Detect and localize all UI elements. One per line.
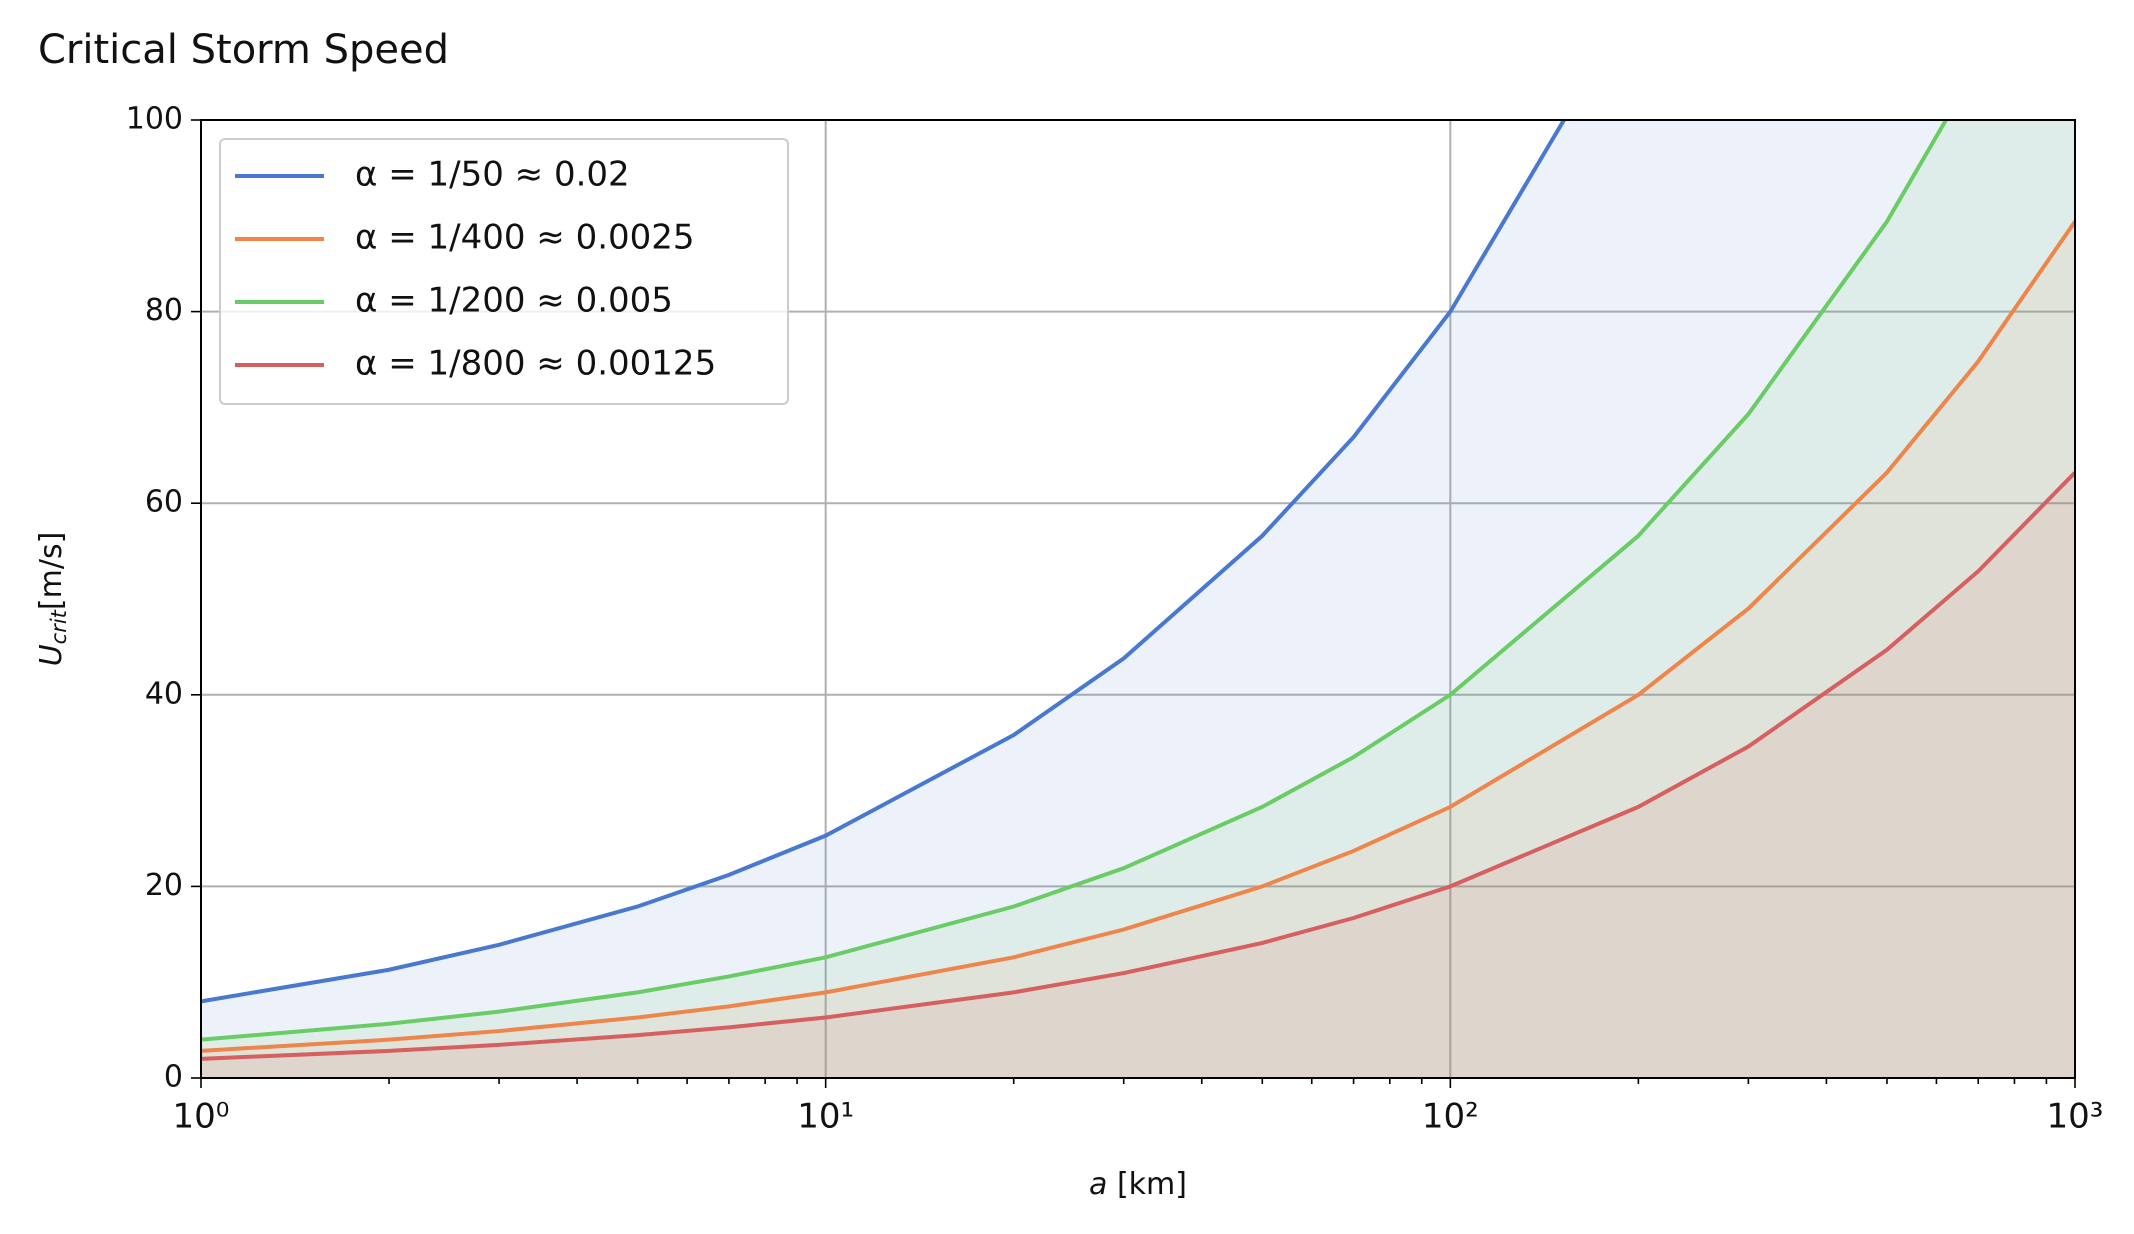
series-fill <box>201 120 2075 1078</box>
plot-area <box>201 120 2075 1078</box>
legend-label: α = 1/400 ≈ 0.0025 <box>355 218 695 258</box>
series-line <box>201 120 1567 1004</box>
y-tick-label: 100 <box>126 102 183 137</box>
legend-box <box>219 138 789 405</box>
y-tick-label: 0 <box>164 1060 183 1095</box>
x-tick-label: 10³ <box>2047 1097 2104 1137</box>
series-fill <box>201 221 2075 1078</box>
y-tick-label: 20 <box>145 868 183 903</box>
x-axis-label: a [km] <box>1089 1167 1187 1202</box>
y-tick-label: 60 <box>145 485 183 520</box>
legend-label: α = 1/200 ≈ 0.005 <box>355 281 673 321</box>
series-line <box>201 471 2075 1061</box>
plot-frame <box>200 119 2076 1079</box>
y-label-subscript: crit <box>47 609 71 644</box>
series-fill <box>201 472 2075 1078</box>
x-tick-label: 10² <box>1422 1097 1479 1137</box>
y-tick-label: 80 <box>145 293 183 328</box>
y-label-symbol: U <box>34 644 69 666</box>
series-line <box>201 120 1949 1042</box>
y-label-unit: [m/s] <box>34 532 69 610</box>
x-label-unit: [km] <box>1117 1167 1187 1202</box>
x-tick-label: 10⁰ <box>173 1097 230 1137</box>
legend: α = 1/50 ≈ 0.02 α = 1/400 ≈ 0.0025 α = 1/2… <box>219 138 789 405</box>
series-fill <box>201 120 2075 1078</box>
y-axis-label: Ucrit[m/s] <box>34 532 72 667</box>
legend-label: α = 1/50 ≈ 0.02 <box>355 155 630 195</box>
legend-label: α = 1/800 ≈ 0.00125 <box>355 344 716 384</box>
y-tick-label: 40 <box>145 676 183 711</box>
series-line <box>201 220 2075 1053</box>
x-label-symbol: a <box>1089 1167 1107 1202</box>
x-tick-label: 10¹ <box>797 1097 854 1137</box>
chart-title: Critical Storm Speed <box>38 27 449 73</box>
